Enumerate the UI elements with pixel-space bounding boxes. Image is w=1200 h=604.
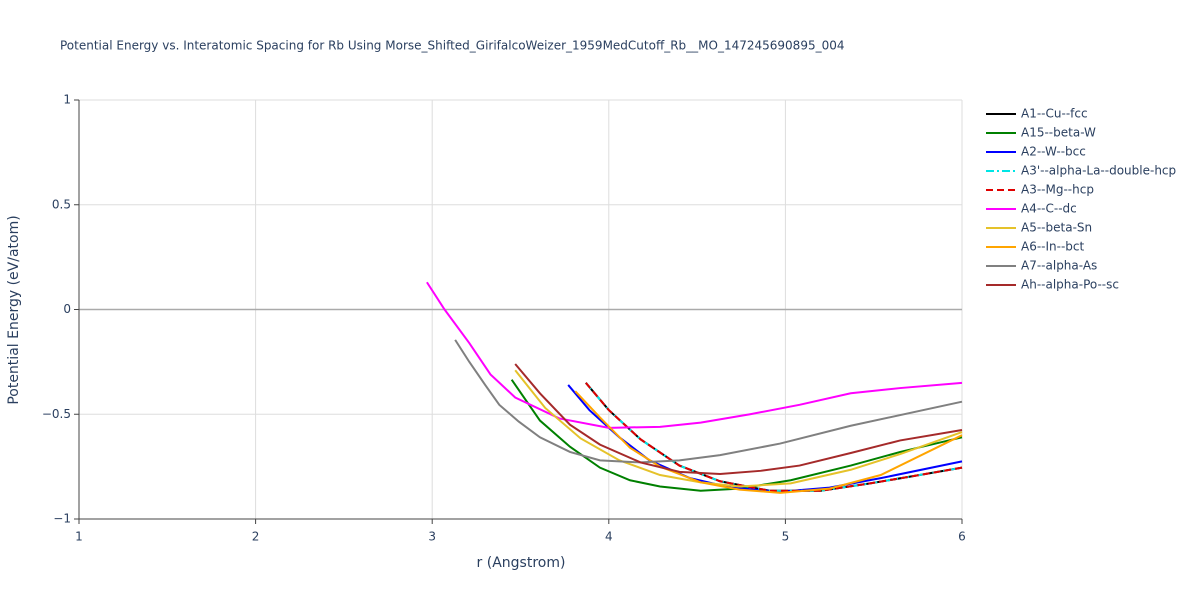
- y-tick-label: 0: [63, 302, 71, 316]
- x-tick-label: 1: [75, 530, 83, 544]
- x-axis-title: r (Angstrom): [477, 555, 566, 571]
- x-tick-label: 6: [958, 530, 966, 544]
- series-line: [510, 379, 963, 492]
- legend-label: A3'--alpha-La--double-hcp: [1021, 164, 1176, 178]
- x-tick-label: 2: [252, 530, 260, 544]
- legend-label: Ah--alpha-Po--sc: [1021, 278, 1119, 292]
- legend-label: A15--beta-W: [1021, 126, 1096, 140]
- legend-label: A1--Cu--fcc: [1021, 107, 1088, 121]
- legend-label: A2--W--bcc: [1021, 145, 1086, 159]
- y-tick-label: −0.5: [42, 407, 71, 421]
- legend-label: A3--Mg--hcp: [1021, 183, 1094, 197]
- y-tick-label: −1: [53, 512, 71, 526]
- x-tick-label: 4: [605, 530, 613, 544]
- legend-label: A4--C--dc: [1021, 202, 1077, 216]
- x-tick-label: 5: [782, 530, 790, 544]
- y-tick-label: 0.5: [52, 197, 71, 211]
- series-line: [454, 339, 963, 464]
- legend-label: A5--beta-Sn: [1021, 221, 1092, 235]
- chart-title: Potential Energy vs. Interatomic Spacing…: [60, 39, 845, 53]
- y-tick-label: 1: [63, 93, 71, 107]
- y-axis-title: Potential Energy (eV/atom): [6, 215, 22, 404]
- x-tick-label: 3: [428, 530, 436, 544]
- series-line: [585, 382, 963, 492]
- legend-label: A6--In--bct: [1021, 240, 1085, 254]
- series-line: [514, 363, 963, 475]
- series-line: [574, 390, 963, 494]
- legend-label: A7--alpha-As: [1021, 259, 1097, 273]
- series-line: [585, 382, 963, 492]
- series-line: [567, 384, 963, 493]
- series-line: [585, 382, 963, 492]
- series-line: [426, 281, 963, 429]
